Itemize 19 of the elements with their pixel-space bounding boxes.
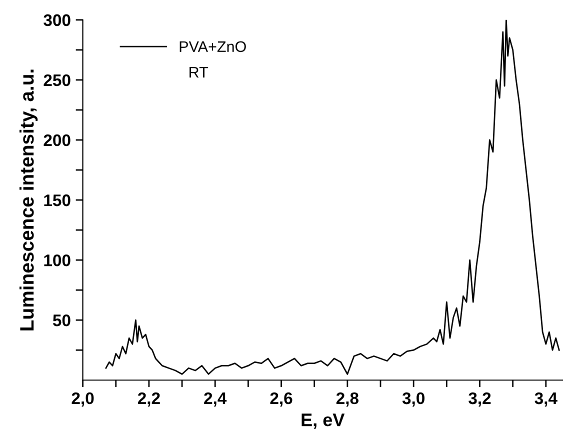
y-tick-label: 300: [44, 14, 70, 26]
y-axis-title: Luminescence intensity, a.u.: [20, 70, 38, 330]
x-tick-label: 2,6: [270, 392, 292, 407]
x-axis-title: E, eV: [302, 414, 345, 429]
x-tick-label: 3,0: [402, 392, 424, 407]
x-tick-label: 3,2: [468, 392, 491, 407]
legend-label: PVA+ZnO: [180, 41, 246, 52]
x-tick-label: 3,4: [534, 392, 558, 407]
line-series: [105, 20, 560, 375]
y-tick-label: 100: [44, 254, 70, 266]
x-tick-label: 2,0: [72, 392, 94, 407]
y-tick-label: 150: [44, 194, 70, 206]
x-tick-label: 2,2: [138, 392, 160, 407]
annotation: RT: [190, 67, 208, 78]
x-tick-label: 2,4: [204, 392, 227, 407]
y-tick-label: 250: [44, 74, 70, 86]
x-tick-label: 2,8: [336, 392, 358, 407]
y-tick-label: 200: [44, 134, 70, 146]
y-tick-label: 50: [52, 314, 70, 326]
